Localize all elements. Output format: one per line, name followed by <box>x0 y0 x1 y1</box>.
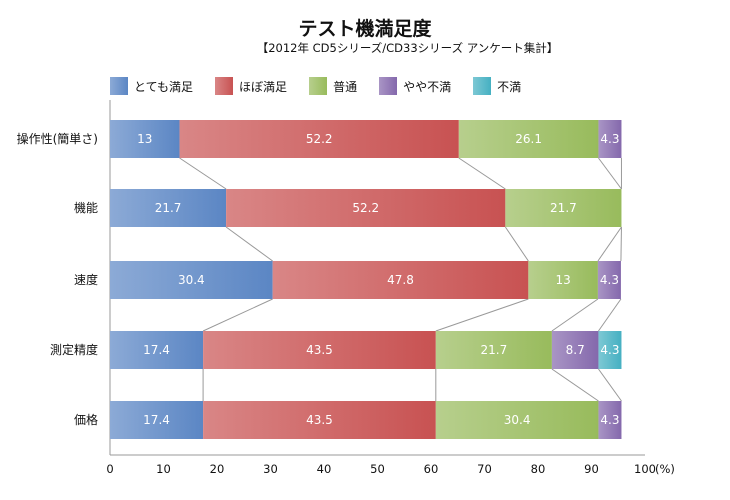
data-label: 30.4 <box>178 273 205 287</box>
data-label: 47.8 <box>387 273 414 287</box>
data-label: 17.4 <box>143 343 170 357</box>
x-tick-label: 100 <box>634 462 656 476</box>
data-label: 17.4 <box>143 413 170 427</box>
data-label: 43.5 <box>306 413 333 427</box>
category-label: 速度 <box>74 272 98 287</box>
x-tick-label: 80 <box>531 462 546 476</box>
bar-segment <box>203 401 436 439</box>
x-tick-label: 60 <box>424 462 439 476</box>
connector-line <box>504 226 529 262</box>
x-tick-label: 40 <box>317 462 332 476</box>
legend-item: 不満 <box>473 77 521 95</box>
data-label: 43.5 <box>306 343 333 357</box>
legend-item: ほぼ満足 <box>215 77 287 95</box>
data-label: 52.2 <box>306 132 333 146</box>
data-label: 52.2 <box>352 201 379 215</box>
data-label: 30.4 <box>504 413 531 427</box>
chart-title: テスト機満足度 <box>298 18 432 40</box>
legend-swatch <box>215 77 234 95</box>
category-label: 測定精度 <box>50 342 98 357</box>
connector-line <box>179 157 227 190</box>
chart-subtitle: 【2012年 CD5シリーズ/CD33シリーズ アンケート集計】 <box>256 41 559 55</box>
bar-segment <box>597 261 621 299</box>
x-unit-label: (%) <box>655 462 675 476</box>
legend-item: 普通 <box>309 77 357 95</box>
connector-line <box>551 368 599 402</box>
bar-segment <box>226 189 506 227</box>
x-tick-label: 90 <box>584 462 599 476</box>
legend: とても満足 ほぼ満足 普通 やや不満 不満 <box>110 77 543 95</box>
legend-item: やや不満 <box>379 77 451 95</box>
connector-line <box>458 157 506 190</box>
x-tick-label: 50 <box>370 462 385 476</box>
bar-segment <box>110 189 227 227</box>
x-tick-label: 70 <box>477 462 492 476</box>
bar-segment <box>110 120 180 158</box>
bar-segment <box>598 401 622 439</box>
category-label: 価格 <box>74 412 98 427</box>
connector-line <box>598 298 622 332</box>
x-tick-label: 20 <box>210 462 225 476</box>
bar-segment <box>110 331 204 369</box>
x-tick-label: 30 <box>263 462 278 476</box>
x-tick-label: 0 <box>106 462 113 476</box>
data-label: 13 <box>137 132 152 146</box>
data-label: 21.7 <box>155 201 182 215</box>
legend-label: やや不満 <box>403 79 452 94</box>
legend-label: ほぼ満足 <box>239 79 288 94</box>
bar-segment <box>435 401 599 439</box>
bar-segment <box>505 189 622 227</box>
category-label: 機能 <box>74 200 98 215</box>
legend-swatch <box>473 77 492 95</box>
data-label: 4.3 <box>600 273 619 287</box>
data-label: 21.7 <box>550 201 577 215</box>
connector-line <box>620 226 622 262</box>
connector-line <box>202 298 273 332</box>
legend-label: とても満足 <box>134 79 194 94</box>
connector-line <box>598 368 622 402</box>
bar-segment <box>458 120 599 158</box>
bar-segment <box>110 401 204 439</box>
connector-line <box>598 157 622 190</box>
bar-segment <box>179 120 459 158</box>
connector-line <box>597 226 622 262</box>
bar-segment <box>528 261 598 299</box>
connector-line <box>225 226 273 262</box>
data-label: 13 <box>556 273 571 287</box>
legend-label: 不満 <box>497 79 522 94</box>
data-label: 26.1 <box>515 132 542 146</box>
x-tick-label: 10 <box>156 462 171 476</box>
connector-line <box>435 298 529 332</box>
bar-segment <box>598 120 622 158</box>
data-label: 4.3 <box>600 413 619 427</box>
bar-segment <box>551 331 599 369</box>
data-label: 8.7 <box>566 343 585 357</box>
data-label: 4.3 <box>600 343 619 357</box>
data-label: 4.3 <box>600 132 619 146</box>
bar-segment <box>203 331 436 369</box>
bar-segment <box>598 331 622 369</box>
bar-segment <box>435 331 552 369</box>
legend-swatch <box>309 77 328 95</box>
data-label: 21.7 <box>481 343 508 357</box>
legend-swatch <box>379 77 398 95</box>
legend-item: とても満足 <box>110 77 193 95</box>
category-label: 操作性(簡単さ) <box>17 131 98 146</box>
connector-line <box>551 298 599 332</box>
bar-segment <box>272 261 529 299</box>
legend-swatch <box>110 77 128 95</box>
legend-label: 普通 <box>333 79 358 94</box>
bar-segment <box>110 261 273 299</box>
